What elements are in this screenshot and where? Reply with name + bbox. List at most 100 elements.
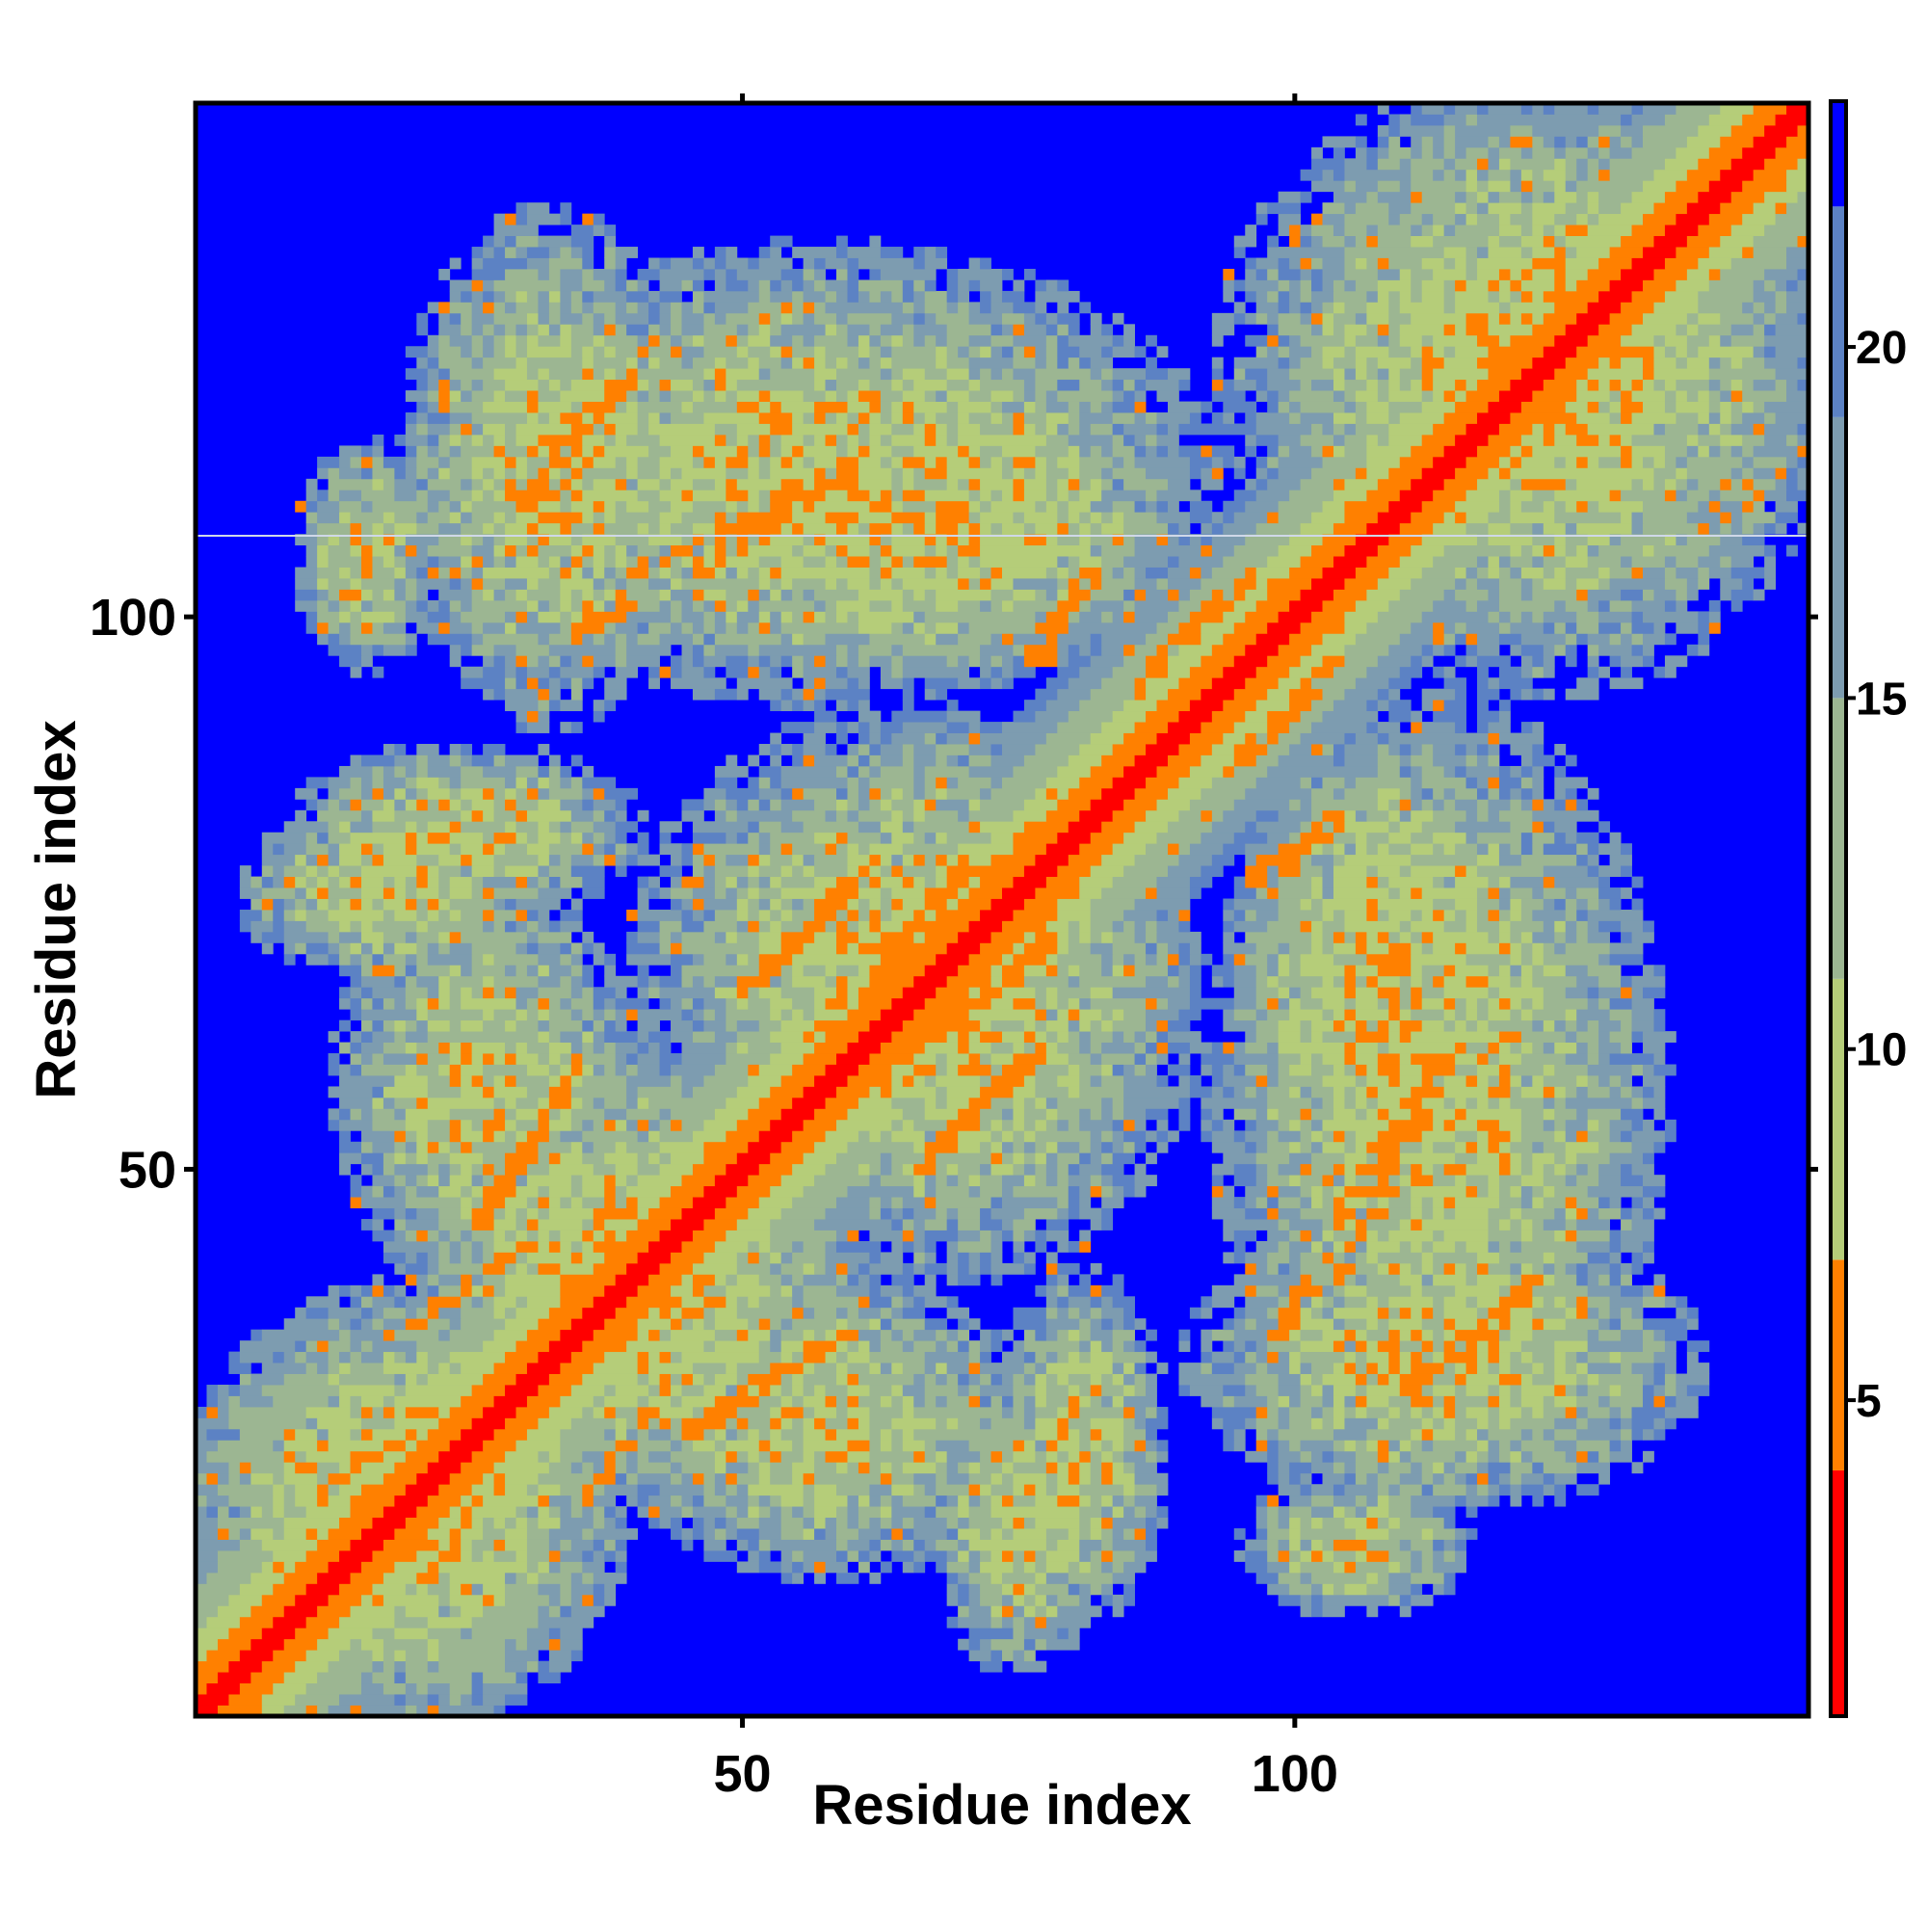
heatmap-cell: [1068, 1395, 1080, 1408]
heatmap-cell: [814, 1417, 826, 1430]
heatmap-cell: [780, 1019, 815, 1032]
heatmap-cell: [1057, 965, 1069, 977]
heatmap-cell: [814, 1517, 826, 1529]
heatmap-cell: [1344, 1417, 1379, 1430]
heatmap-cell: [1366, 1340, 1379, 1353]
heatmap-cell: [1344, 1318, 1367, 1331]
heatmap-cell: [360, 1053, 373, 1065]
heatmap-cell: [637, 1363, 649, 1374]
heatmap-cell: [1477, 865, 1544, 878]
heatmap-cell: [1543, 1097, 1555, 1109]
heatmap-cell: [1532, 997, 1544, 1010]
heatmap-cell: [1322, 1097, 1334, 1109]
heatmap-cell: [1488, 1307, 1511, 1319]
heatmap-cell: [372, 1086, 384, 1098]
heatmap-cell: [515, 1009, 528, 1021]
heatmap-cell: [946, 1550, 959, 1562]
heatmap-cell: [936, 1561, 948, 1574]
heatmap-cell: [438, 799, 451, 811]
heatmap-cell: [538, 1450, 550, 1463]
heatmap-cell: [505, 1262, 516, 1275]
heatmap-cell: [1421, 1274, 1434, 1286]
heatmap-cell: [902, 876, 914, 888]
heatmap-cell: [1598, 997, 1611, 1010]
heatmap-cell: [958, 1572, 970, 1584]
heatmap-cell: [461, 1252, 473, 1264]
heatmap-cell: [1664, 1417, 1676, 1430]
heatmap-cell: [1045, 1450, 1058, 1463]
heatmap-cell: [1035, 931, 1058, 943]
heatmap-cell: [394, 1462, 429, 1474]
heatmap-cell: [1421, 1197, 1434, 1208]
heatmap-cell: [1278, 1064, 1290, 1076]
heatmap-cell: [847, 843, 859, 856]
heatmap-cell: [758, 1019, 782, 1032]
heatmap-cell: [339, 1097, 373, 1109]
heatmap-cell: [548, 1185, 572, 1198]
heatmap-cell: [847, 1506, 859, 1519]
heatmap-cell: [891, 1428, 904, 1441]
heatmap-cell: [1146, 920, 1157, 933]
heatmap-cell: [196, 1462, 229, 1474]
heatmap-cell: [958, 1539, 970, 1551]
heatmap-cell: [692, 1363, 726, 1374]
heatmap-cell: [637, 1284, 672, 1297]
heatmap-cell: [538, 965, 550, 977]
heatmap-cell: [1245, 1318, 1257, 1331]
heatmap-cell: [1045, 1042, 1058, 1054]
heatmap-cell: [847, 910, 859, 921]
heatmap-cell: [1278, 1484, 1301, 1496]
heatmap-cell: [449, 1605, 462, 1618]
heatmap-cell: [1443, 1207, 1456, 1220]
heatmap-cell: [1322, 1053, 1345, 1065]
heatmap-cell: [736, 1363, 771, 1374]
heatmap-cell: [427, 1705, 439, 1717]
heatmap-cell: [1554, 898, 1567, 911]
heatmap-cell: [968, 809, 1014, 822]
heatmap-cell: [814, 799, 837, 811]
heatmap-cell: [1543, 953, 1599, 966]
heatmap-cell: [946, 1329, 959, 1341]
heatmap-cell: [1443, 1351, 1478, 1363]
heatmap-cell: [1300, 1141, 1312, 1153]
heatmap-cell: [560, 1561, 583, 1574]
heatmap-cell: [1653, 1064, 1676, 1076]
heatmap-cell: [958, 1175, 970, 1187]
heatmap-cell: [1223, 931, 1235, 943]
heatmap-cell: [360, 975, 395, 988]
heatmap-cell: [681, 1417, 726, 1430]
heatmap-cell: [1178, 910, 1191, 921]
heatmap-cell: [703, 1484, 716, 1496]
heatmap-cell: [538, 1472, 594, 1485]
heatmap-cell: [869, 1262, 904, 1275]
heatmap-cell: [538, 920, 550, 933]
heatmap-cell: [1587, 1307, 1599, 1319]
heatmap-cell: [261, 1539, 318, 1551]
heatmap-cell: [1643, 1296, 1666, 1309]
heatmap-cell: [1344, 997, 1357, 1010]
heatmap-cell: [792, 1417, 805, 1430]
heatmap-cell: [405, 1252, 417, 1264]
heatmap-cell: [1289, 832, 1301, 844]
heatmap-cell: [1201, 1119, 1213, 1131]
heatmap-cell: [836, 1506, 848, 1519]
heatmap-cell: [217, 1385, 229, 1396]
heatmap-cell: [1333, 942, 1357, 955]
heatmap-cell: [1388, 876, 1434, 888]
heatmap-cell: [1333, 865, 1367, 878]
heatmap-cell: [438, 1262, 484, 1275]
heatmap-cell: [582, 965, 594, 977]
heatmap-cell: [648, 1450, 672, 1463]
heatmap-cell: [1300, 1363, 1312, 1374]
heatmap-cell: [1267, 1428, 1280, 1441]
heatmap-cell: [1399, 1019, 1423, 1032]
heatmap-cell: [1498, 1329, 1511, 1341]
heatmap-cell: [1134, 854, 1179, 866]
heatmap-cell: [1057, 799, 1092, 811]
heatmap-cell: [1023, 1616, 1036, 1628]
heatmap-cell: [505, 1638, 516, 1651]
heatmap-cell: [360, 1561, 395, 1574]
heatmap-cell: [1045, 1274, 1058, 1286]
heatmap-cell: [626, 1064, 639, 1076]
heatmap-cell: [980, 1119, 991, 1131]
